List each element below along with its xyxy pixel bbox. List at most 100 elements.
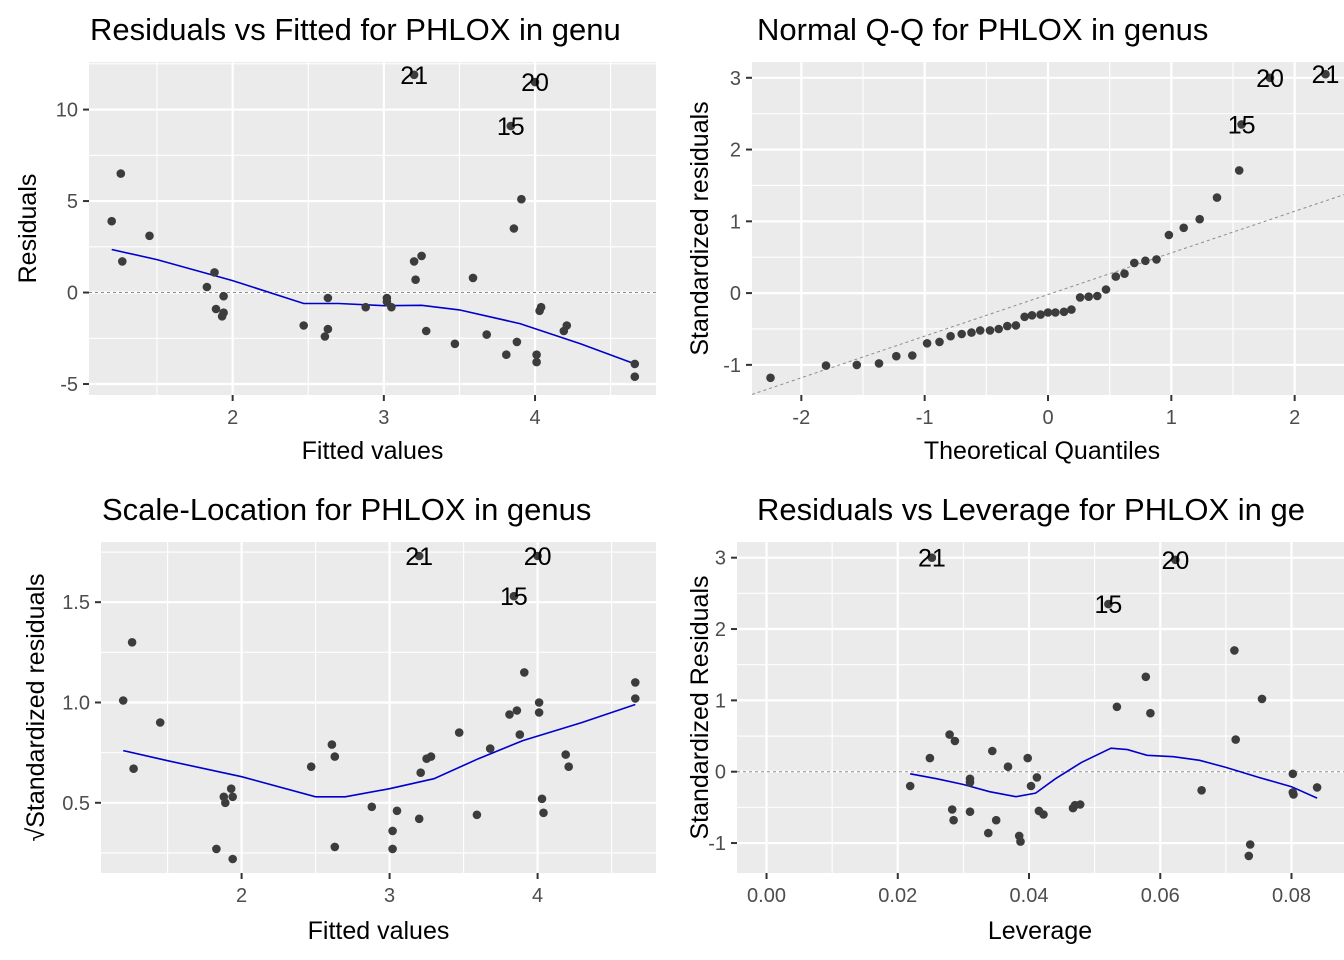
y-axis-title: √Standardized residuals — [22, 573, 50, 841]
reference-line-qq — [751, 194, 1344, 395]
data-point — [532, 357, 541, 367]
data-point — [107, 216, 116, 226]
point-label: 15 — [1228, 111, 1256, 139]
data-point — [1179, 223, 1188, 233]
data-point — [957, 329, 966, 339]
data-point — [534, 708, 544, 717]
data-point — [320, 332, 330, 341]
x-tick-label: 2 — [236, 885, 247, 907]
data-point — [530, 77, 540, 87]
data-point — [1023, 753, 1032, 763]
data-point — [450, 339, 460, 349]
data-point — [1075, 800, 1085, 809]
data-point — [1043, 308, 1053, 317]
data-point — [330, 842, 340, 852]
data-point — [367, 802, 377, 812]
data-point — [1059, 307, 1069, 317]
data-point — [975, 326, 985, 335]
point-labels: 21 20 15 — [405, 543, 551, 611]
data-point — [388, 826, 397, 836]
data-point — [414, 814, 424, 824]
data-point — [1195, 214, 1204, 224]
data-point — [454, 728, 464, 737]
data-point — [1130, 258, 1139, 268]
data-point — [852, 360, 862, 370]
data-point — [116, 169, 126, 178]
smooth-curve — [111, 248, 636, 365]
data-point — [219, 291, 228, 301]
data-point — [965, 807, 975, 816]
data-point — [509, 591, 519, 601]
data-point — [1141, 672, 1151, 682]
data-point — [1231, 735, 1240, 744]
data-point — [630, 372, 640, 382]
data-point — [127, 638, 137, 647]
data-point — [299, 321, 309, 330]
data-point — [421, 326, 431, 336]
data-point — [1234, 166, 1244, 175]
y-axis: 0.5 1.0 1.5 — [62, 592, 101, 815]
data-point — [409, 70, 419, 80]
data-point — [1164, 230, 1174, 240]
data-point — [1104, 599, 1113, 609]
data-point — [411, 275, 420, 285]
x-axis: 2 3 4 — [227, 395, 541, 429]
data-point — [472, 810, 482, 820]
data-point — [631, 694, 640, 703]
y-tick-label: 3 — [730, 68, 741, 90]
data-point — [515, 730, 525, 739]
data-point — [228, 792, 237, 802]
data-point — [935, 337, 944, 347]
data-point — [145, 231, 154, 241]
x-tick-label: 4 — [529, 407, 540, 429]
data-point — [382, 293, 392, 303]
data-point — [1111, 272, 1121, 281]
data-point — [532, 350, 541, 360]
y-tick-label: -1 — [708, 833, 726, 855]
data-point — [994, 324, 1003, 334]
point-label: 20 — [1256, 65, 1284, 93]
data-point — [631, 678, 640, 687]
data-point — [1036, 310, 1045, 319]
data-point — [1032, 773, 1042, 782]
data-point — [409, 257, 419, 266]
data-point — [505, 710, 514, 719]
x-tick-label: 2 — [1289, 407, 1300, 429]
x-tick-label: 3 — [384, 885, 395, 907]
data-point — [984, 828, 993, 838]
data-point — [1321, 69, 1330, 79]
y-axis: -5 0 5 10 — [56, 100, 89, 396]
data-point — [536, 302, 546, 312]
y-axis-title: Standardized Residuals — [686, 575, 714, 839]
smooth-curve — [123, 703, 636, 798]
data-point — [1026, 781, 1036, 791]
data-point — [485, 744, 495, 753]
data-point — [327, 740, 337, 749]
point-labels: 20 21 15 — [1228, 61, 1340, 139]
data-point — [416, 768, 426, 777]
data-point — [509, 224, 519, 233]
data-point — [468, 273, 478, 283]
data-point — [534, 698, 544, 707]
data-point — [417, 251, 426, 261]
data-point — [949, 815, 958, 825]
grid-lines — [101, 542, 656, 873]
data-point — [1237, 120, 1246, 129]
panel-scale-location: Scale-Location for PHLOX in genus 21 20 15… — [22, 492, 656, 945]
data-point — [630, 359, 640, 369]
data-point — [1027, 311, 1037, 320]
data-point — [482, 330, 492, 339]
data-point — [228, 854, 237, 864]
point-label: 20 — [524, 543, 552, 571]
data-point — [925, 753, 935, 763]
data-point — [1016, 837, 1025, 846]
y-tick-label: 1.0 — [62, 692, 90, 714]
data-point — [564, 762, 573, 771]
y-tick-label: 1 — [730, 211, 741, 233]
data-point — [129, 764, 138, 773]
data-point — [927, 553, 937, 562]
panel-residuals-vs-fitted: Residuals vs Fitted for PHLOX in genu 21… — [14, 12, 656, 465]
data-point — [766, 373, 775, 383]
data-point — [1112, 702, 1122, 712]
reference-line — [751, 194, 1344, 395]
